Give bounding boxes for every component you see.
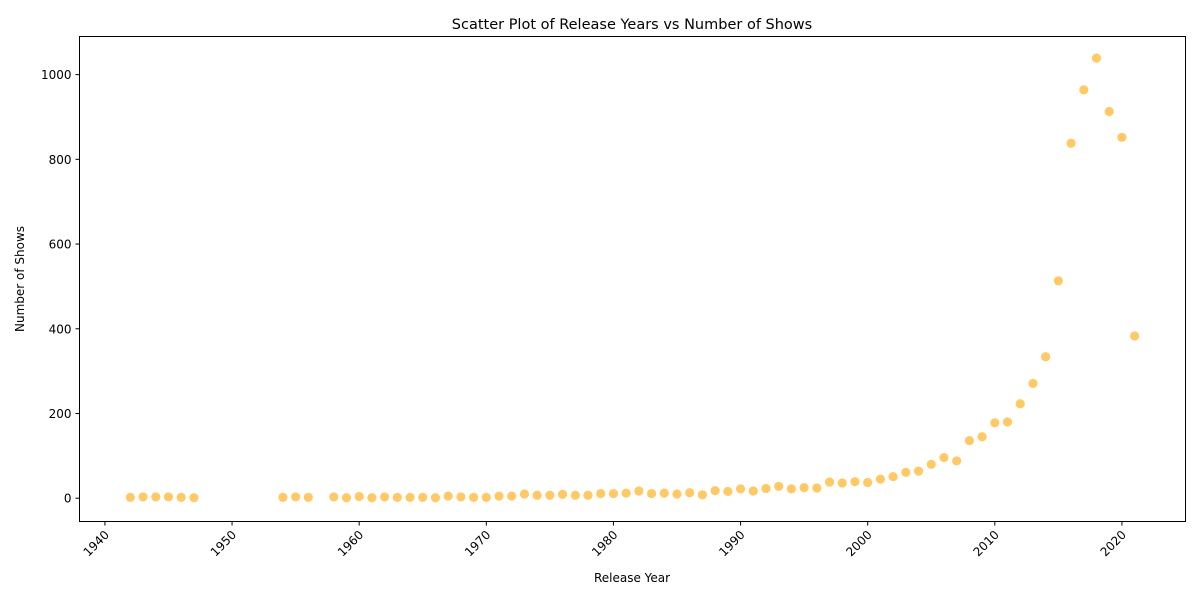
scatter-point	[1028, 378, 1038, 389]
scatter-point	[761, 483, 771, 494]
y-ticks-layer: 0 200 400 600 800 1000	[41, 68, 80, 506]
scatter-point	[875, 474, 885, 484]
scatter-point	[634, 486, 644, 496]
scatter-point	[685, 488, 695, 498]
scatter-point	[456, 492, 466, 502]
scatter-point	[443, 491, 453, 501]
plot-frame	[79, 36, 1186, 522]
scatter-point	[1091, 53, 1102, 63]
scatter-point	[812, 483, 822, 493]
scatter-point	[367, 493, 377, 503]
scatter-point	[557, 489, 568, 499]
scatter-point	[710, 485, 720, 496]
scatter-point	[418, 492, 428, 502]
y-tick-label: 800	[49, 153, 72, 167]
scatter-point	[596, 488, 606, 499]
scatter-point	[672, 489, 682, 499]
scatter-point	[964, 435, 974, 446]
scatter-point	[545, 490, 555, 500]
scatter-point	[901, 467, 911, 477]
scatter-point	[291, 492, 301, 502]
scatter-point	[1041, 352, 1051, 362]
scatter-point	[824, 477, 835, 487]
scatter-point	[151, 492, 161, 502]
x-axis-title: Release Year	[594, 571, 670, 585]
scatter-point	[939, 452, 949, 463]
scatter-point	[723, 486, 733, 497]
scatter-point	[621, 488, 631, 498]
scatter-point	[392, 492, 402, 502]
scatter-point	[303, 492, 313, 502]
scatter-point	[405, 492, 415, 502]
y-tick-label: 600	[49, 238, 72, 252]
scatter-point	[646, 488, 657, 499]
scatter-point	[1002, 417, 1013, 427]
scatter-point	[990, 418, 1000, 428]
y-tick-label: 200	[49, 407, 72, 421]
scatter-point	[570, 490, 580, 500]
y-axis-title: Number of Shows	[13, 226, 27, 332]
scatter-point	[481, 492, 491, 502]
scatter-point	[532, 490, 542, 500]
scatter-point	[926, 459, 936, 469]
scatter-point	[952, 456, 962, 466]
scatter-point	[1079, 85, 1089, 95]
scatter-point	[176, 492, 186, 502]
points-layer	[125, 53, 1140, 503]
scatter-point	[278, 492, 288, 502]
scatter-point	[799, 483, 809, 493]
scatter-point	[1053, 276, 1063, 286]
scatter-point	[163, 492, 174, 502]
scatter-point	[519, 489, 530, 499]
scatter-point	[583, 490, 593, 500]
scatter-point	[888, 472, 898, 482]
scatter-point	[354, 491, 364, 502]
chart-title: Scatter Plot of Release Years vs Number …	[452, 17, 812, 33]
scatter-point	[1015, 399, 1025, 409]
scatter-point	[1117, 132, 1127, 142]
scatter-point	[659, 488, 669, 498]
scatter-point	[189, 493, 199, 503]
y-tick-label: 0	[64, 492, 72, 506]
scatter-point	[341, 493, 352, 503]
scatter-point	[430, 493, 441, 503]
scatter-point	[380, 492, 390, 502]
scatter-point	[837, 478, 847, 488]
y-tick-label: 400	[49, 322, 72, 336]
scatter-point	[608, 488, 619, 499]
scatter-point	[774, 481, 784, 491]
scatter-point	[735, 484, 746, 494]
scatter-point	[1130, 331, 1140, 341]
scatter-point	[329, 492, 339, 502]
scatter-point	[850, 477, 860, 487]
scatter-point	[138, 492, 148, 502]
scatter-point	[863, 477, 873, 488]
scatter-point	[468, 492, 479, 502]
scatter-point	[1066, 138, 1076, 148]
scatter-point	[125, 492, 135, 502]
scatter-point	[786, 484, 797, 494]
scatter-point	[1104, 106, 1114, 117]
scatter-point	[494, 491, 504, 501]
scatter-point	[697, 490, 708, 500]
scatter-point	[913, 466, 924, 476]
scatter-point	[507, 491, 517, 501]
scatter-point	[977, 432, 987, 442]
scatter-point	[748, 486, 758, 496]
y-tick-label: 1000	[41, 68, 72, 82]
